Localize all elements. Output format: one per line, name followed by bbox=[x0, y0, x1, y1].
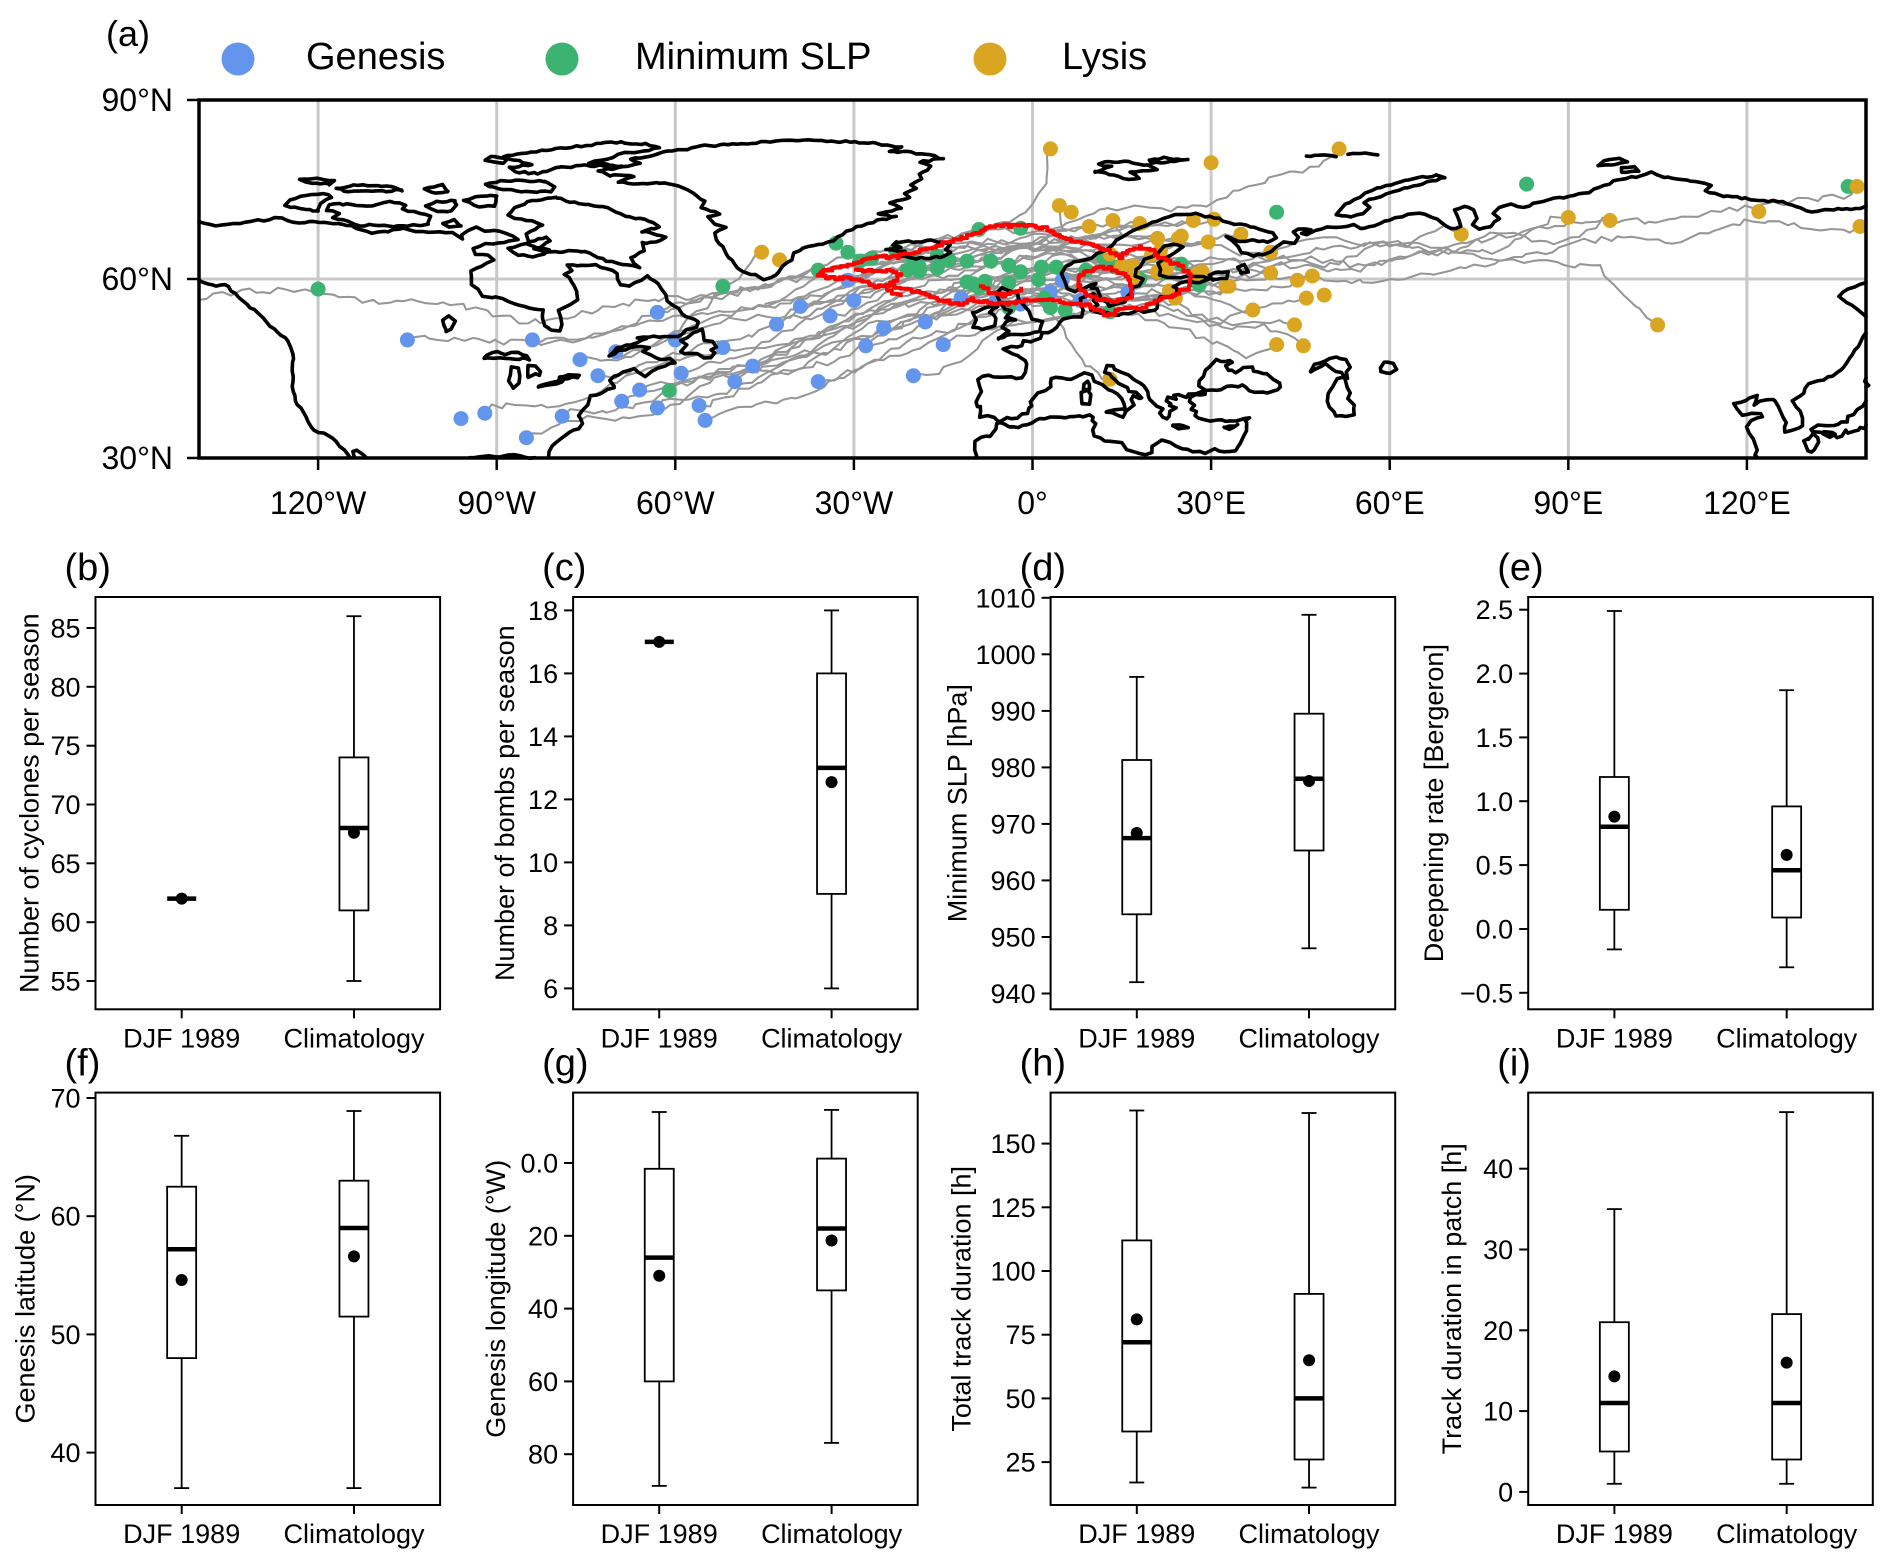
svg-text:60: 60 bbox=[528, 1367, 558, 1397]
svg-text:90°N: 90°N bbox=[102, 82, 174, 118]
svg-text:Number of bombs per season: Number of bombs per season bbox=[490, 625, 520, 981]
svg-text:60°W: 60°W bbox=[636, 485, 715, 521]
svg-text:20: 20 bbox=[528, 1221, 558, 1251]
svg-text:960: 960 bbox=[991, 866, 1036, 896]
svg-text:125: 125 bbox=[991, 1193, 1036, 1223]
svg-text:1010: 1010 bbox=[976, 583, 1036, 613]
svg-text:−0.5: −0.5 bbox=[1460, 978, 1513, 1008]
svg-text:Genesis longitude (°W): Genesis longitude (°W) bbox=[481, 1160, 511, 1438]
svg-text:90°E: 90°E bbox=[1533, 485, 1603, 521]
svg-text:80: 80 bbox=[50, 672, 80, 702]
svg-text:120°E: 120°E bbox=[1703, 485, 1791, 521]
svg-text:(f): (f) bbox=[65, 1043, 101, 1085]
svg-text:80: 80 bbox=[528, 1440, 558, 1470]
svg-text:Genesis: Genesis bbox=[306, 36, 445, 78]
svg-text:(h): (h) bbox=[1020, 1043, 1066, 1085]
svg-text:8: 8 bbox=[543, 911, 558, 941]
svg-text:30°W: 30°W bbox=[815, 485, 894, 521]
svg-text:DJF 1989: DJF 1989 bbox=[1078, 1023, 1195, 1053]
svg-text:DJF 1989: DJF 1989 bbox=[601, 1519, 718, 1549]
svg-text:2.0: 2.0 bbox=[1476, 659, 1514, 689]
svg-text:90°W: 90°W bbox=[457, 485, 536, 521]
svg-text:2.5: 2.5 bbox=[1476, 595, 1514, 625]
svg-text:60°E: 60°E bbox=[1355, 485, 1425, 521]
svg-text:40: 40 bbox=[1483, 1154, 1513, 1184]
svg-text:Minimum SLP [hPa]: Minimum SLP [hPa] bbox=[943, 684, 973, 922]
svg-text:Climatology: Climatology bbox=[283, 1023, 425, 1053]
svg-text:25: 25 bbox=[1006, 1448, 1036, 1478]
svg-text:1000: 1000 bbox=[976, 640, 1036, 670]
svg-text:30°E: 30°E bbox=[1176, 485, 1246, 521]
svg-text:12: 12 bbox=[528, 785, 558, 815]
svg-text:50: 50 bbox=[50, 1320, 80, 1350]
svg-text:55: 55 bbox=[50, 967, 80, 997]
svg-text:60: 60 bbox=[50, 1202, 80, 1232]
svg-text:30: 30 bbox=[1483, 1235, 1513, 1265]
svg-text:Climatology: Climatology bbox=[1716, 1519, 1858, 1549]
svg-text:Minimum SLP: Minimum SLP bbox=[635, 36, 872, 78]
svg-text:18: 18 bbox=[528, 596, 558, 626]
svg-text:950: 950 bbox=[991, 923, 1036, 953]
svg-text:16: 16 bbox=[528, 659, 558, 689]
svg-text:DJF 1989: DJF 1989 bbox=[123, 1519, 240, 1549]
svg-text:75: 75 bbox=[1006, 1320, 1036, 1350]
svg-text:(b): (b) bbox=[65, 547, 111, 589]
svg-text:Climatology: Climatology bbox=[1716, 1023, 1858, 1053]
svg-text:70: 70 bbox=[50, 1084, 80, 1114]
svg-text:65: 65 bbox=[50, 849, 80, 879]
svg-text:Climatology: Climatology bbox=[1238, 1023, 1380, 1053]
svg-text:0.0: 0.0 bbox=[1476, 915, 1514, 945]
svg-text:0°: 0° bbox=[1017, 485, 1048, 521]
svg-text:1.0: 1.0 bbox=[1476, 787, 1514, 817]
svg-text:(g): (g) bbox=[542, 1043, 588, 1085]
svg-text:Genesis latitude (°N): Genesis latitude (°N) bbox=[11, 1174, 41, 1423]
svg-text:60°N: 60°N bbox=[102, 261, 174, 297]
svg-text:(e): (e) bbox=[1497, 547, 1543, 589]
svg-text:Climatology: Climatology bbox=[761, 1023, 903, 1053]
svg-text:980: 980 bbox=[991, 753, 1036, 783]
svg-text:Number of cyclones per season: Number of cyclones per season bbox=[15, 613, 45, 993]
svg-text:100: 100 bbox=[991, 1257, 1036, 1287]
svg-text:990: 990 bbox=[991, 696, 1036, 726]
svg-text:20: 20 bbox=[1483, 1316, 1513, 1346]
svg-text:0.0: 0.0 bbox=[521, 1149, 559, 1179]
svg-text:(c): (c) bbox=[542, 547, 586, 589]
svg-text:0.5: 0.5 bbox=[1476, 851, 1514, 881]
svg-text:6: 6 bbox=[543, 974, 558, 1004]
svg-text:Track duration in patch [h]: Track duration in patch [h] bbox=[1437, 1143, 1467, 1454]
svg-text:DJF 1989: DJF 1989 bbox=[1556, 1023, 1673, 1053]
svg-text:30°N: 30°N bbox=[102, 440, 174, 476]
svg-text:DJF 1989: DJF 1989 bbox=[1556, 1519, 1673, 1549]
svg-text:Lysis: Lysis bbox=[1062, 36, 1147, 78]
svg-text:40: 40 bbox=[528, 1294, 558, 1324]
svg-text:Climatology: Climatology bbox=[761, 1519, 903, 1549]
svg-text:40: 40 bbox=[50, 1438, 80, 1468]
svg-text:970: 970 bbox=[991, 809, 1036, 839]
svg-text:(i): (i) bbox=[1497, 1043, 1531, 1085]
svg-text:DJF 1989: DJF 1989 bbox=[123, 1023, 240, 1053]
svg-text:60: 60 bbox=[50, 908, 80, 938]
svg-text:10: 10 bbox=[1483, 1397, 1513, 1427]
svg-text:(a): (a) bbox=[106, 13, 150, 54]
svg-text:Total track duration [h]: Total track duration [h] bbox=[947, 1166, 977, 1432]
svg-text:50: 50 bbox=[1006, 1384, 1036, 1414]
svg-text:Climatology: Climatology bbox=[283, 1519, 425, 1549]
svg-text:75: 75 bbox=[50, 731, 80, 761]
svg-text:DJF 1989: DJF 1989 bbox=[1078, 1519, 1195, 1549]
svg-text:85: 85 bbox=[50, 614, 80, 644]
svg-text:1.5: 1.5 bbox=[1476, 723, 1514, 753]
svg-text:Climatology: Climatology bbox=[1238, 1519, 1380, 1549]
svg-text:DJF 1989: DJF 1989 bbox=[601, 1023, 718, 1053]
svg-text:10: 10 bbox=[528, 848, 558, 878]
svg-text:120°W: 120°W bbox=[270, 485, 367, 521]
svg-text:Deepening rate [Bergeron]: Deepening rate [Bergeron] bbox=[1419, 644, 1449, 962]
svg-text:150: 150 bbox=[991, 1129, 1036, 1159]
svg-text:0: 0 bbox=[1498, 1477, 1513, 1507]
svg-text:940: 940 bbox=[991, 979, 1036, 1009]
svg-text:(d): (d) bbox=[1020, 547, 1066, 589]
svg-text:14: 14 bbox=[528, 722, 558, 752]
svg-text:70: 70 bbox=[50, 790, 80, 820]
